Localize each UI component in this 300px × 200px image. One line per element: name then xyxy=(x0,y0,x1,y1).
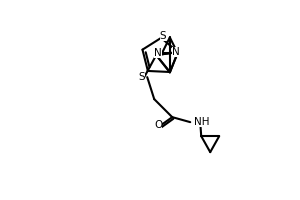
Text: O: O xyxy=(154,120,162,130)
Text: S: S xyxy=(138,72,145,82)
Text: N: N xyxy=(154,48,162,58)
Text: NH: NH xyxy=(194,117,210,127)
Text: N: N xyxy=(172,47,180,57)
Text: S: S xyxy=(160,31,166,41)
